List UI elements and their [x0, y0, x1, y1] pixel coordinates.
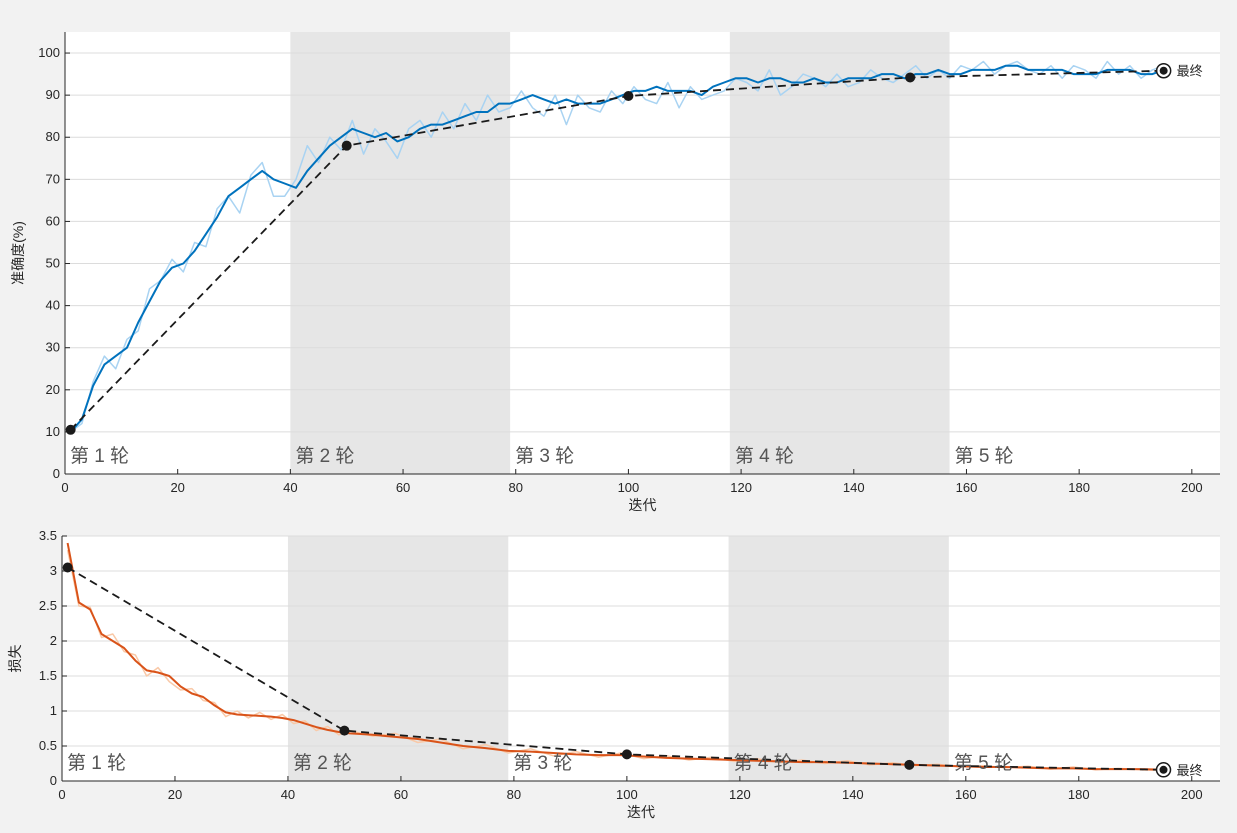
loss-x-axis-label: 迭代	[627, 804, 655, 820]
acc-x-tick-label-0: 0	[61, 480, 68, 495]
loss-x-tick-label-4: 80	[507, 787, 521, 802]
loss-y-tick-label-7: 3.5	[39, 528, 57, 543]
loss-plot: 0 0.5 1 1.5 2 2.5 3 3.5 0 20 40 60 80 100 120 140 160 180…	[7, 528, 1220, 820]
loss-final-label: 最终	[1177, 763, 1203, 778]
acc-final-marker	[1159, 66, 1168, 75]
acc-x-axis-label: 迭代	[629, 497, 657, 513]
acc-x-tick-label-4: 80	[508, 480, 522, 495]
acc-plot-area	[65, 32, 1220, 474]
acc-y-tick-label-6: 60	[46, 213, 60, 228]
acc-validation-point-3	[623, 90, 634, 101]
acc-x-tick-label-1: 20	[170, 480, 184, 495]
acc-x-tick-label-8: 160	[956, 480, 978, 495]
loss-final-marker	[1159, 765, 1168, 774]
loss-x-tick-label-7: 140	[842, 787, 864, 802]
acc-validation-point-2	[341, 140, 352, 151]
loss-validation-point-4	[904, 759, 915, 770]
acc-x-tick-label-5: 100	[618, 480, 640, 495]
acc-y-tick-label-1: 10	[46, 424, 60, 439]
loss-plot-area	[62, 536, 1220, 781]
loss-y-tick-label-4: 2	[50, 633, 57, 648]
acc-epoch-label-4: 第 4 轮	[735, 445, 794, 467]
loss-validation-point-2	[339, 725, 350, 736]
acc-y-tick-label-4: 40	[46, 298, 60, 313]
loss-x-tick-label-2: 40	[281, 787, 295, 802]
loss-x-tick-label-1: 20	[168, 787, 182, 802]
acc-epoch-label-3: 第 3 轮	[515, 445, 574, 467]
acc-x-tick-label-10: 200	[1181, 480, 1203, 495]
acc-x-tick-label-6: 120	[730, 480, 752, 495]
loss-x-tick-label-3: 60	[394, 787, 408, 802]
acc-y-tick-label-2: 20	[46, 382, 60, 397]
acc-x-tick-label-2: 40	[283, 480, 297, 495]
accuracy-plot: 0 10 20 30 40 50 60 70 80 90 100 0 20 40 60 80 100 120 140…	[10, 32, 1220, 513]
acc-validation-point-4	[905, 72, 916, 83]
loss-y-tick-label-6: 3	[50, 563, 57, 578]
acc-epoch-label-2: 第 2 轮	[295, 445, 354, 467]
acc-y-tick-label-5: 50	[46, 256, 60, 271]
loss-x-tick-label-5: 100	[616, 787, 638, 802]
acc-y-tick-label-8: 80	[46, 129, 60, 144]
loss-x-tick-label-0: 0	[58, 787, 65, 802]
acc-y-tick-label-0: 0	[53, 466, 60, 481]
acc-epoch-band-2	[290, 32, 511, 474]
loss-validation-point-1	[62, 562, 73, 573]
acc-final-label: 最终	[1177, 64, 1203, 79]
acc-y-tick-label-9: 90	[46, 87, 60, 102]
loss-y-tick-label-3: 1.5	[39, 668, 57, 683]
acc-x-tick-label-7: 140	[843, 480, 865, 495]
loss-validation-point-3	[621, 749, 632, 760]
loss-epoch-label-5: 第 5 轮	[954, 752, 1013, 774]
acc-epoch-label-1: 第 1 轮	[70, 445, 129, 467]
loss-epoch-label-4: 第 4 轮	[734, 752, 793, 774]
loss-x-tick-label-10: 200	[1181, 787, 1203, 802]
loss-epoch-label-2: 第 2 轮	[293, 752, 352, 774]
acc-y-tick-label-10: 100	[38, 45, 60, 60]
acc-x-tick-label-9: 180	[1068, 480, 1090, 495]
loss-y-tick-label-2: 1	[50, 703, 57, 718]
acc-y-axis-label: 准确度(%)	[10, 221, 26, 285]
loss-epoch-label-1: 第 1 轮	[67, 752, 126, 774]
loss-y-axis-label: 损失	[7, 645, 23, 673]
loss-y-tick-label-1: 0.5	[39, 738, 57, 753]
loss-epoch-label-3: 第 3 轮	[513, 752, 572, 774]
loss-x-tick-label-8: 160	[955, 787, 977, 802]
acc-x-tick-label-3: 60	[396, 480, 410, 495]
acc-y-tick-label-3: 30	[46, 340, 60, 355]
loss-epoch-band-2	[287, 536, 509, 781]
acc-y-tick-label-7: 70	[46, 171, 60, 186]
acc-epoch-label-5: 第 5 轮	[955, 445, 1014, 467]
acc-epoch-band-4	[729, 32, 950, 474]
loss-y-tick-label-0: 0	[50, 773, 57, 788]
loss-epoch-band-4	[728, 536, 949, 781]
loss-y-tick-label-5: 2.5	[39, 598, 57, 613]
loss-x-tick-label-9: 180	[1068, 787, 1090, 802]
acc-validation-point-1	[65, 424, 76, 435]
loss-x-tick-label-6: 120	[729, 787, 751, 802]
